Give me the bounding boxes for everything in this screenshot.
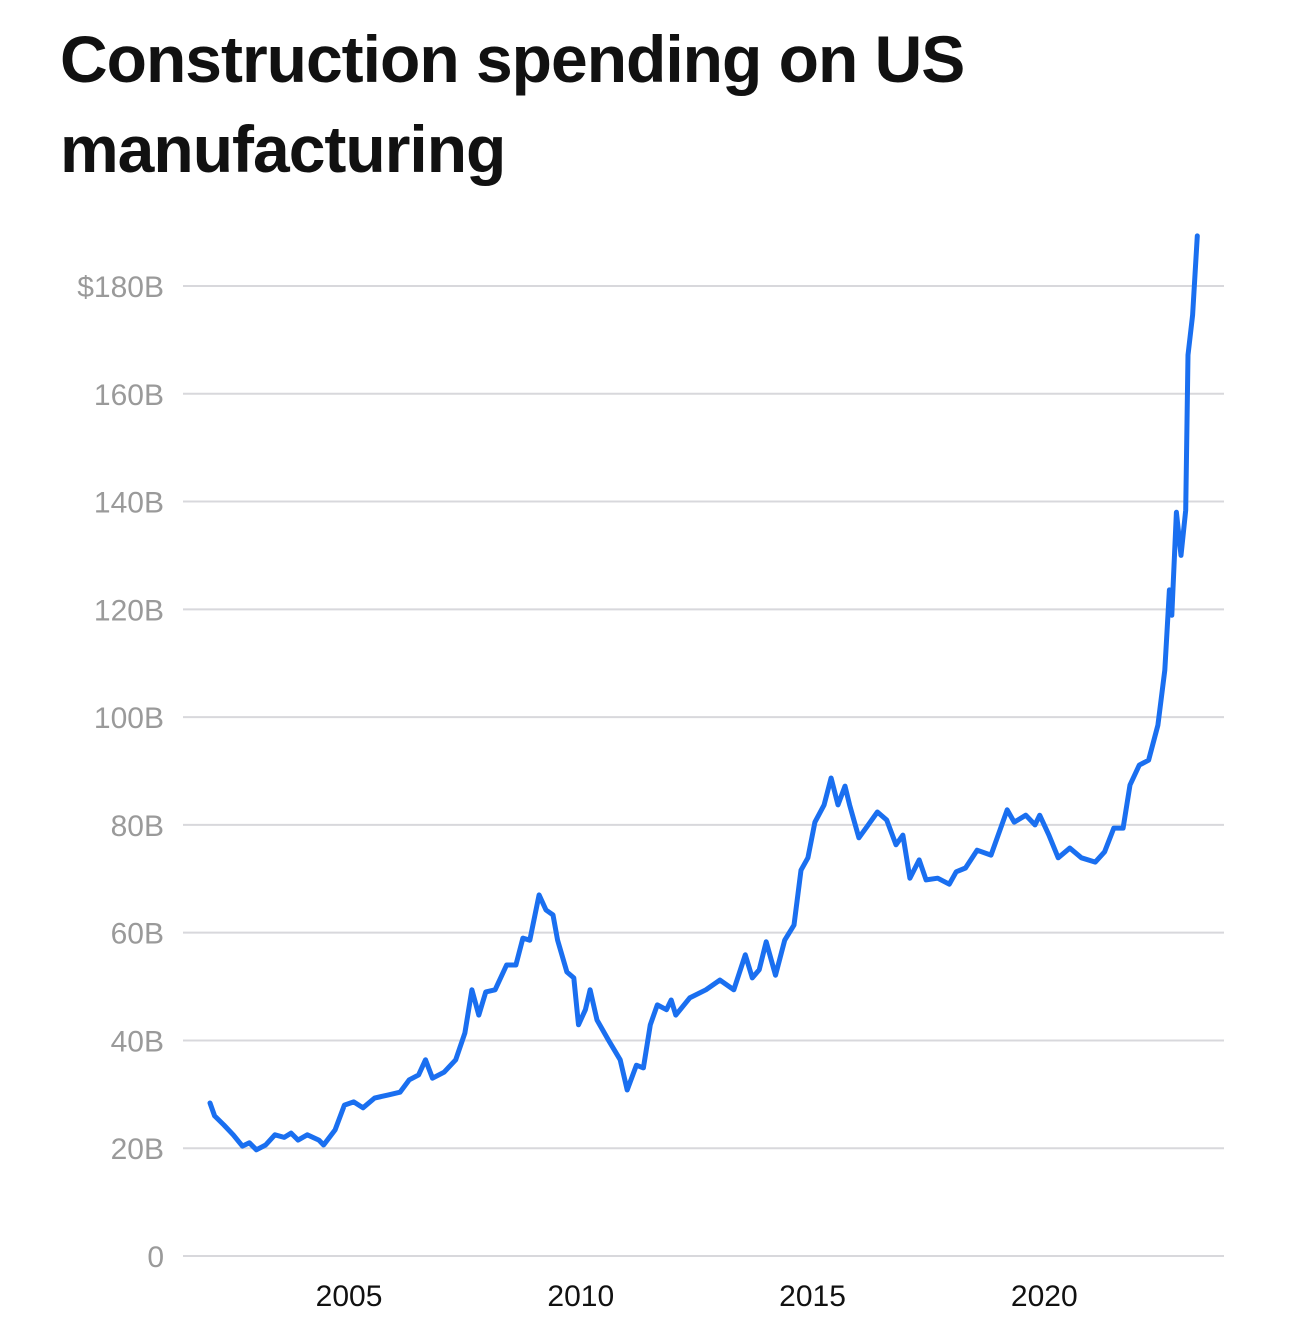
y-axis-ticks: 0 20B 40B 60B 80B 100B 120B 140B 160B $180B — [77, 271, 164, 1274]
x-axis-ticks: 2005 2010 2015 2020 — [316, 1280, 1078, 1313]
y-tick-label: 0 — [147, 1241, 164, 1274]
y-tick-label: 140B — [94, 487, 164, 520]
y-tick-label: 80B — [111, 810, 164, 843]
y-tick-label: 160B — [94, 379, 164, 412]
y-tick-label: 60B — [111, 918, 164, 951]
x-tick-label: 2020 — [1011, 1280, 1078, 1313]
x-tick-label: 2010 — [547, 1280, 614, 1313]
series-line — [207, 233, 1200, 1153]
y-tick-label: 120B — [94, 594, 164, 627]
y-tick-label: 40B — [111, 1025, 164, 1058]
x-tick-label: 2015 — [779, 1280, 846, 1313]
chart-title: Construction spending on US manufacturin… — [60, 22, 965, 186]
y-tick-label: 20B — [111, 1133, 164, 1166]
x-tick-label: 2005 — [316, 1280, 383, 1313]
y-tick-label: $180B — [77, 271, 164, 304]
y-tick-label: 100B — [94, 702, 164, 735]
gridlines — [183, 285, 1224, 1257]
